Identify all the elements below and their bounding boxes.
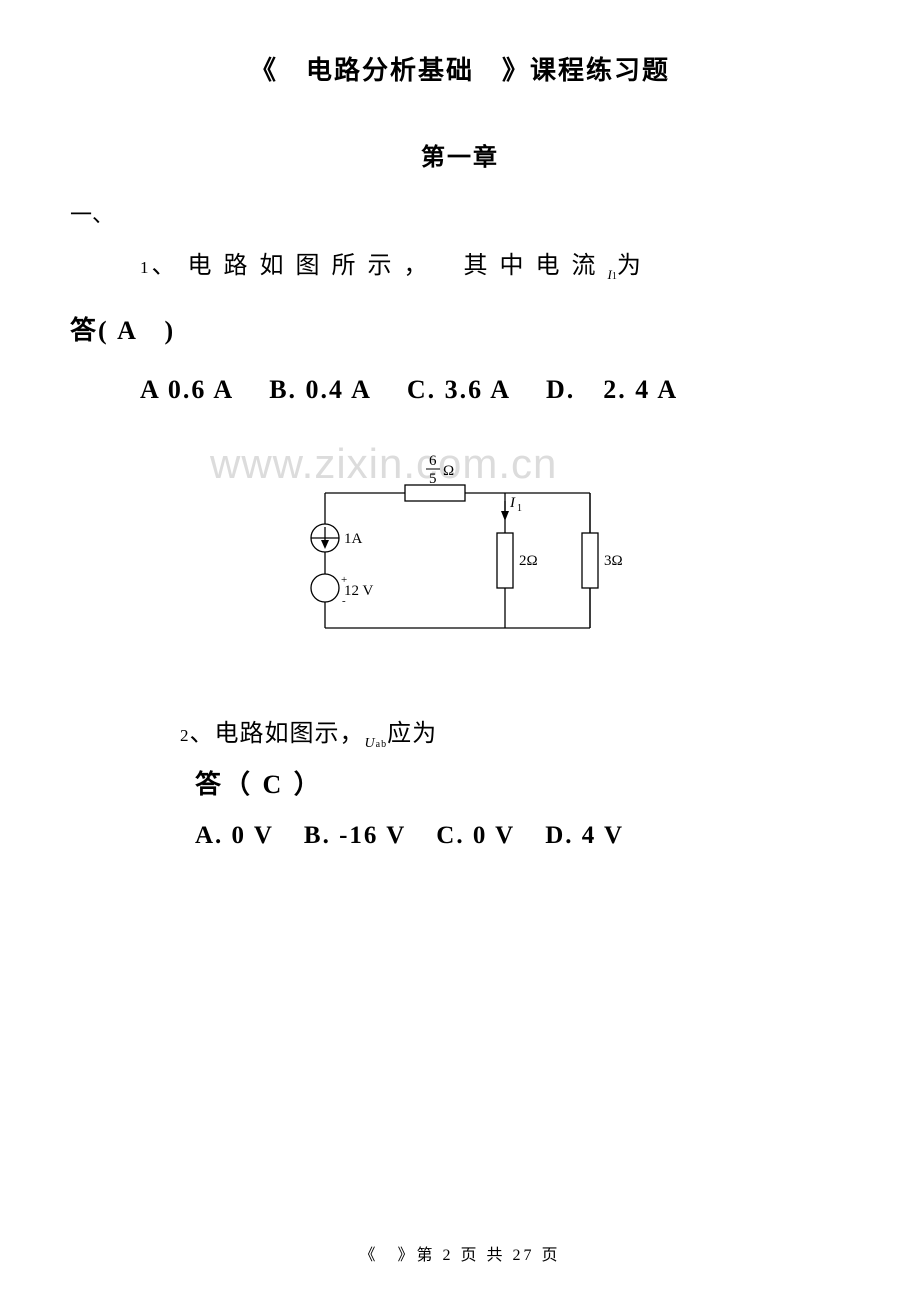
r-mid-label: 2Ω	[519, 553, 538, 569]
chapter-heading: 第一章	[70, 137, 850, 172]
q1-answer: 答( A )	[70, 310, 850, 347]
q1-text-3: 为	[617, 253, 653, 279]
q1-opt-b: B. 0.4 A	[269, 375, 372, 404]
r-top-num: 6	[429, 453, 437, 469]
q2-opt-b: B. -16 V	[304, 822, 406, 849]
i1-sub: 1	[517, 503, 522, 514]
q2-text-1: 、电路如图示，	[190, 721, 365, 747]
q2-var-sub: ab	[376, 739, 387, 750]
vs-label: 12 V	[344, 583, 373, 599]
q2-opt-c: C. 0 V	[436, 822, 515, 849]
q2-text-2: 应为	[387, 721, 437, 747]
q2-opt-d: D. 4 V	[545, 822, 624, 849]
question-2: 2、电路如图示，Uab应为 答（ C ） A. 0 V B. -16 V C. 0 …	[180, 713, 850, 858]
q2-number: 2	[180, 726, 190, 745]
r-top-den: 5	[429, 471, 437, 487]
is-label: 1A	[344, 531, 363, 547]
q1-options: A 0.6 A B. 0.4 A C. 3.6 A D. 2. 4 A	[140, 367, 850, 414]
q1-opt-c: C. 3.6 A	[407, 375, 511, 404]
q1-text-1: 、电路如图所示，	[152, 253, 428, 279]
q1-text-2: 其中电流	[464, 253, 608, 279]
q1-opt-d: D. 2. 4 A	[546, 375, 678, 404]
question-1: 1、电路如图所示， 其中电流I1为	[140, 244, 850, 290]
q1-number: 1	[140, 258, 152, 277]
q2-var: U	[365, 736, 376, 751]
i1-label: I	[509, 495, 516, 511]
circuit-diagram-1: 6 5 Ω I 1 1A + 12 V - 2Ω 3Ω	[70, 443, 850, 653]
q2-opt-a: A. 0 V	[195, 822, 274, 849]
q2-options: A. 0 V B. -16 V C. 0 V D. 4 V	[195, 813, 850, 858]
r-top-unit: Ω	[443, 463, 454, 479]
doc-title: 《 电路分析基础 》课程练习题	[70, 50, 850, 87]
q1-text: 1、电路如图所示， 其中电流I1为	[140, 244, 850, 290]
vs-minus: -	[342, 595, 346, 607]
q2-text: 2、电路如图示，Uab应为	[180, 713, 850, 752]
q2-answer: 答（ C ）	[195, 764, 850, 801]
q1-opt-a: A 0.6 A	[140, 375, 234, 404]
section-label: 一、	[70, 197, 850, 229]
r-right-label: 3Ω	[604, 553, 623, 569]
page-footer: 《 》第 2 页 共 27 页	[0, 1241, 920, 1265]
